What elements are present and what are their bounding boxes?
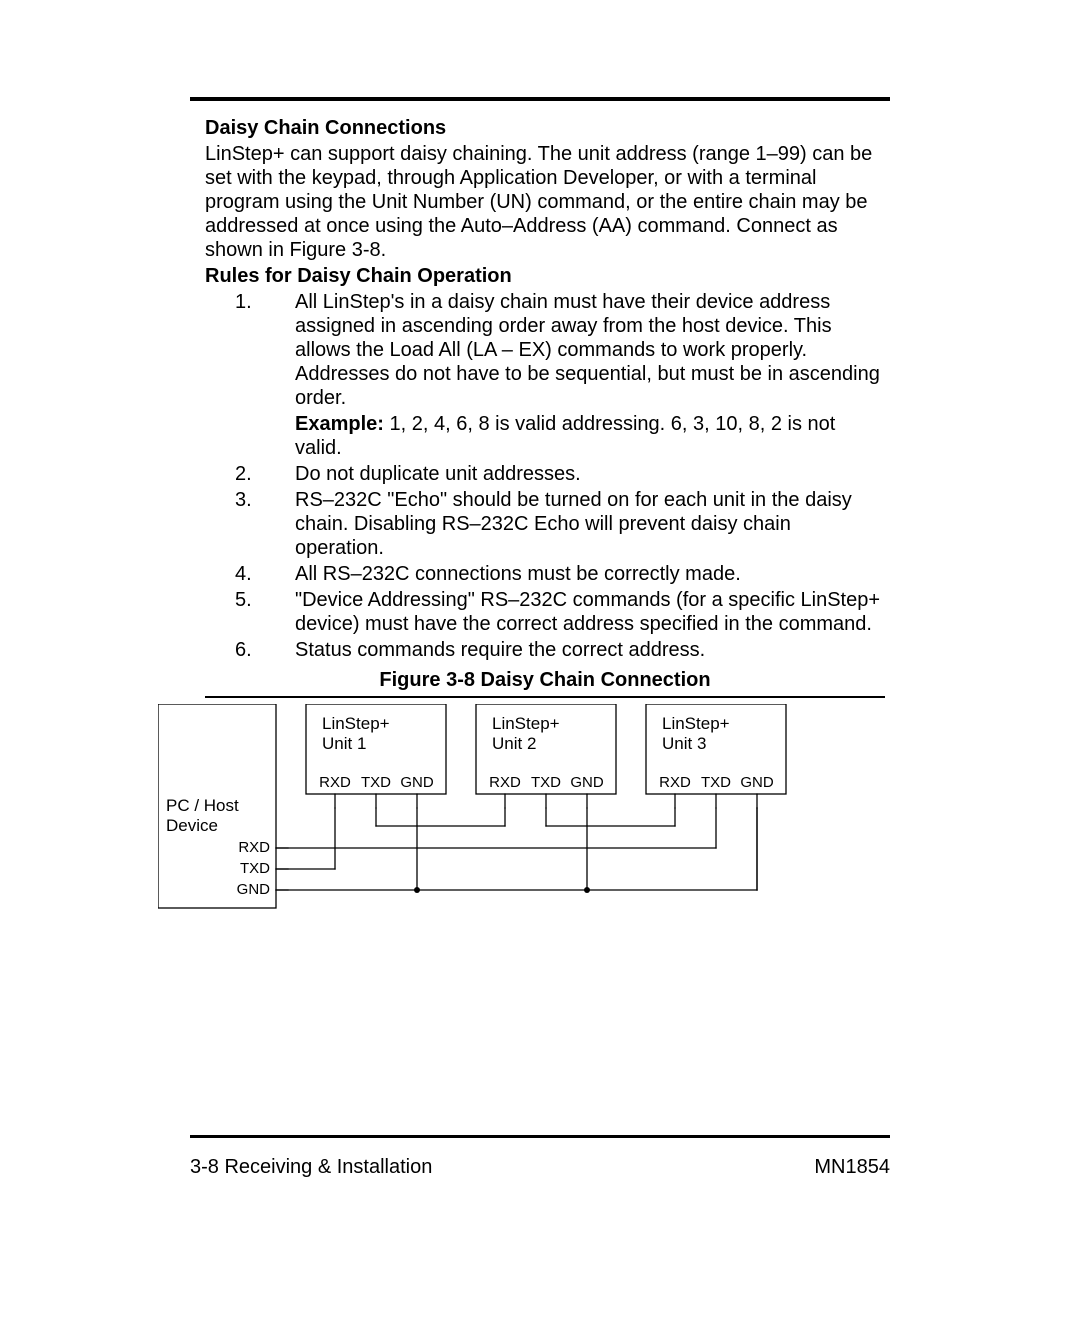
figure-caption-rule [205,696,885,698]
rule-body: "Device Addressing" RS–232C commands (fo… [295,588,885,636]
rule-item: 5. "Device Addressing" RS–232C commands … [205,588,885,636]
rules-list: 1. All LinStep's in a daisy chain must h… [205,290,885,662]
rule-number: 5. [205,588,295,636]
diagram-label: TXD [528,774,564,791]
rule-item: 3. RS–232C "Echo" should be turned on fo… [205,488,885,560]
diagram-label: PC / HostDevice [166,796,239,835]
diagram-label: TXD [240,860,270,877]
diagram-label: RXD [657,774,693,791]
diagram-label: GND [739,774,775,791]
heading-daisy-chain-connections: Daisy Chain Connections [205,116,885,140]
footer-section-title: Receiving & Installation [224,1156,432,1178]
diagram-label: GND [569,774,605,791]
footer-doc-id: MN1854 [814,1156,890,1179]
rule-body: Status commands require the correct addr… [295,638,885,662]
rule-number: 3. [205,488,295,560]
top-rule [190,97,890,101]
rule-number: 2. [205,462,295,486]
rule-body: RS–232C "Echo" should be turned on for e… [295,488,885,560]
diagram-label: GND [237,881,270,898]
rule-body: All LinStep's in a daisy chain must have… [295,290,885,410]
content-block: Daisy Chain Connections LinStep+ can sup… [205,116,885,914]
bottom-rule [190,1135,890,1138]
rule-number [205,412,295,460]
rule-item: 6. Status commands require the correct a… [205,638,885,662]
diagram-label: RXD [238,839,270,856]
rule-number: 6. [205,638,295,662]
rule-body: All RS–232C connections must be correctl… [295,562,885,586]
diagram-label: LinStep+Unit 2 [492,714,560,753]
rule-item: 4. All RS–232C connections must be corre… [205,562,885,586]
diagram-label: LinStep+Unit 1 [322,714,390,753]
intro-paragraph: LinStep+ can support daisy chaining. The… [205,142,885,262]
diagram-label: RXD [317,774,353,791]
rule-number: 4. [205,562,295,586]
diagram-label: RXD [487,774,523,791]
heading-rules: Rules for Daisy Chain Operation [205,264,885,288]
example-prefix: Example: [295,413,384,435]
diagram-label: TXD [358,774,394,791]
rule-item: 1. All LinStep's in a daisy chain must h… [205,290,885,410]
figure-caption: Figure 3-8 Daisy Chain Connection [205,668,885,692]
rule-body: Do not duplicate unit addresses. [295,462,885,486]
rule-item-example: Example: 1, 2, 4, 6, 8 is valid addressi… [205,412,885,460]
rule-body: Example: 1, 2, 4, 6, 8 is valid addressi… [295,412,885,460]
diagram-label: TXD [698,774,734,791]
diagram-label: GND [399,774,435,791]
footer-page-num: 3-8 [190,1156,224,1178]
daisy-chain-diagram: PC / HostDevice RXD TXD GND LinStep+Unit 1 RX… [158,704,798,914]
diagram-label: LinStep+Unit 3 [662,714,730,753]
rule-number: 1. [205,290,295,410]
footer-left: 3-8 Receiving & Installation [190,1156,432,1179]
rule-item: 2. Do not duplicate unit addresses. [205,462,885,486]
